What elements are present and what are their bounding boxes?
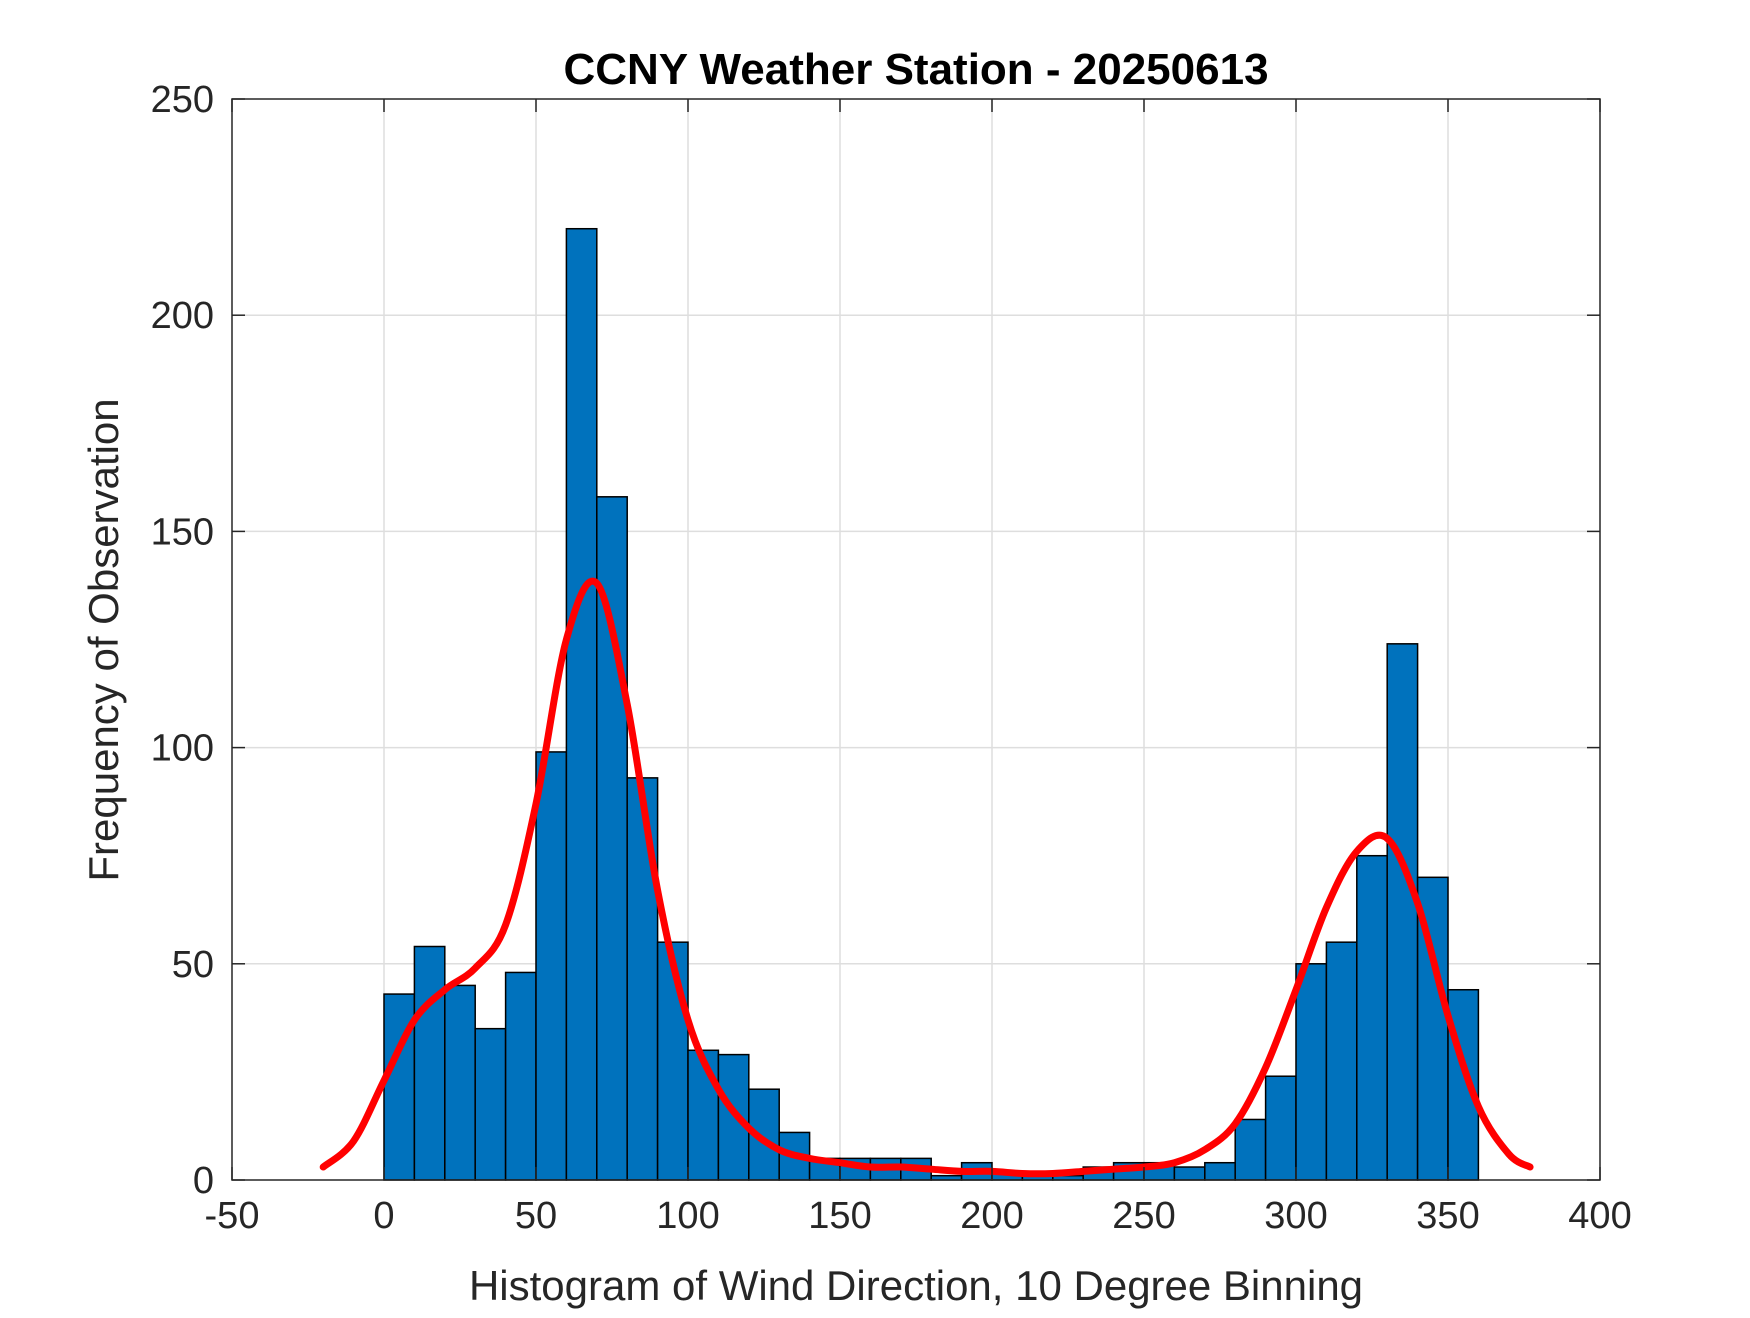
histogram-bar: [413, 945, 446, 1181]
x-tick-label: 300: [1264, 1195, 1327, 1237]
x-tick-label: 50: [515, 1195, 557, 1237]
histogram-bar: [535, 751, 568, 1181]
x-tick-label: 250: [1112, 1195, 1175, 1237]
x-tick-label: 100: [656, 1195, 719, 1237]
y-tick-label: 250: [151, 79, 214, 121]
histogram-bar: [1356, 854, 1388, 1181]
x-tick-label: 0: [373, 1195, 394, 1237]
y-tick-label: 0: [193, 1160, 214, 1202]
x-tick-label: 400: [1568, 1195, 1631, 1237]
histogram-bar: [687, 1049, 720, 1181]
histogram-bar: [474, 1027, 507, 1181]
axes: [231, 98, 1601, 1181]
y-tick-label: 50: [172, 944, 214, 986]
fit-curve: [319, 577, 1534, 1178]
histogram-bar: [1325, 941, 1358, 1181]
x-axis-label: Histogram of Wind Direction, 10 Degree B…: [469, 1262, 1363, 1309]
y-tick-label: 100: [151, 728, 214, 770]
histogram-bar: [1295, 963, 1328, 1181]
chart-title: CCNY Weather Station - 20250613: [563, 45, 1268, 94]
x-tick-label: 150: [808, 1195, 871, 1237]
histogram-bar: [626, 777, 659, 1181]
y-axis-label: Frequency of Observation: [80, 398, 127, 881]
y-tick-label: 200: [151, 295, 214, 337]
x-tick-label: 350: [1416, 1195, 1479, 1237]
histogram-bar: [1234, 1118, 1267, 1181]
histogram-bars: [383, 227, 1480, 1181]
histogram-bar: [565, 227, 598, 1181]
histogram-bar: [656, 941, 689, 1181]
histogram-bar: [1173, 1166, 1206, 1181]
histogram-bar: [596, 496, 628, 1181]
histogram-bar: [504, 971, 537, 1181]
histogram-bar: [1264, 1075, 1297, 1181]
histogram-bar: [444, 984, 476, 1181]
histogram-bar: [1447, 988, 1480, 1181]
histogram-bar: [1386, 643, 1419, 1181]
x-tick-label: -50: [205, 1195, 260, 1237]
histogram-bar: [1204, 1161, 1236, 1181]
x-tick-label: 200: [960, 1195, 1023, 1237]
tick-labels: -50 0 50 100 150 200 250 300 350 4000501001502002…: [151, 79, 1632, 1237]
fit-curve-layer: [319, 577, 1534, 1178]
histogram-bar: [717, 1053, 750, 1181]
y-tick-label: 150: [151, 511, 214, 553]
axes-box: [231, 98, 1601, 1181]
